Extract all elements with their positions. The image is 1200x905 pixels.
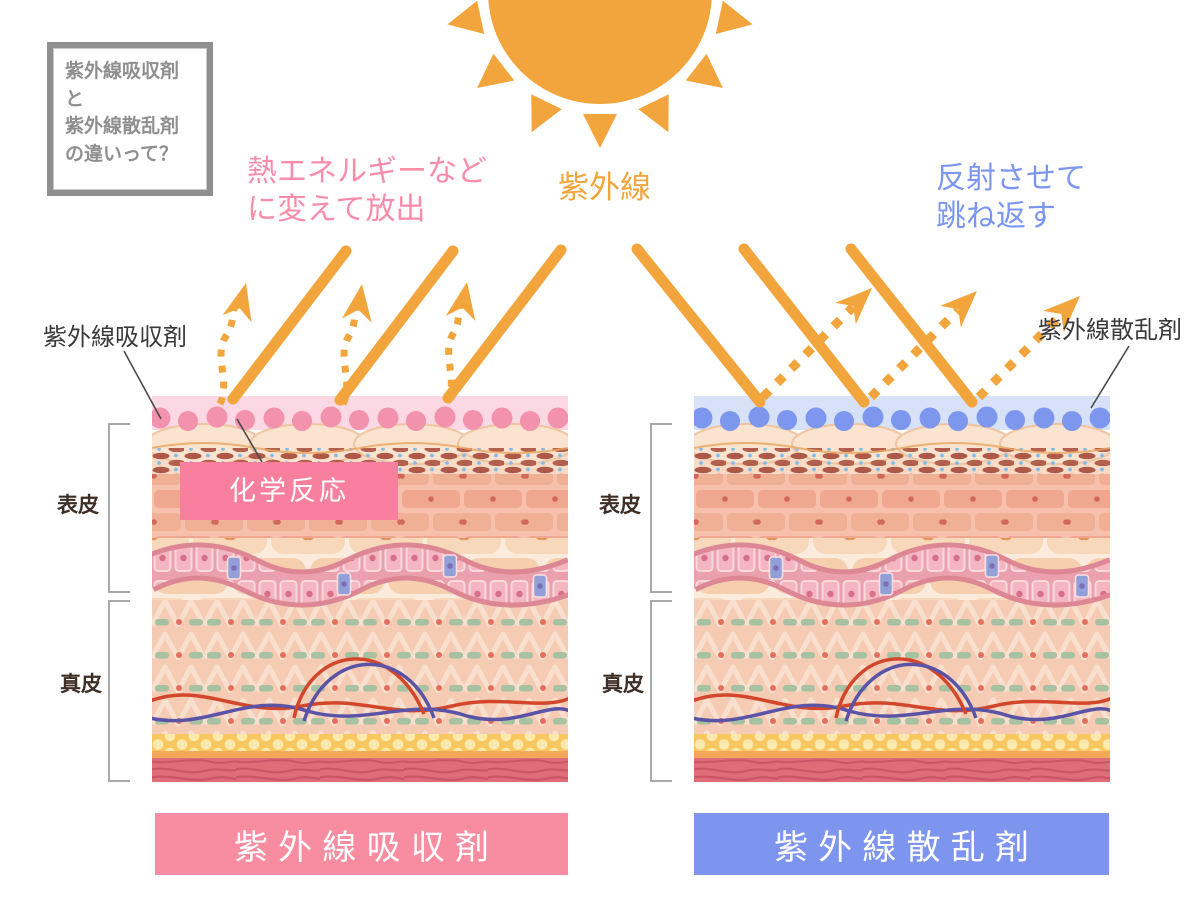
dermis-label-left: 真皮: [60, 673, 102, 696]
scatterer-callout-line: [1090, 345, 1130, 409]
basal-layer: [152, 542, 568, 608]
uv-scatterer-particles: [694, 406, 1110, 431]
chemical-reaction-box: 化学反応: [180, 462, 398, 520]
uv-rays-incoming-left: [227, 244, 567, 406]
epidermis-bracket-right: [650, 423, 672, 593]
uv-absorber-particles: [152, 406, 568, 431]
dermis-bracket-left: [108, 600, 130, 782]
uv-rays-incoming-right: [631, 243, 978, 408]
title-line-4: の違いって？: [65, 143, 179, 165]
muscle-layer: [694, 758, 1110, 782]
blood-vessels: [694, 657, 1110, 723]
absorber-callout-label: 紫外線吸収剤: [43, 324, 187, 351]
stratum-layer: [694, 474, 1110, 538]
dermis-bracket-right: [650, 600, 672, 782]
granule-wave-line: [694, 442, 1110, 454]
dermis-label-right: 真皮: [602, 673, 644, 696]
basal-layer: [694, 542, 1110, 608]
absorber-bottom-bar: 紫外線吸収剤: [155, 813, 568, 875]
skin-cross-section-absorber: [152, 396, 568, 782]
reflect-arrowheads: [834, 288, 1080, 333]
title-box: 紫外線吸収剤 と 紫外線散乱剤 の違いって？: [47, 42, 213, 196]
scatterer-bottom-bar: 紫外線散乱剤: [694, 813, 1109, 875]
muscle-layer: [152, 758, 568, 782]
heat-release-line-2: に変えて放出: [247, 193, 426, 227]
reflect-line-1: 反射させて: [936, 162, 1086, 195]
reflect-label: 反射させて 跳ね返す: [936, 160, 1086, 237]
granule-wave-line: [152, 442, 568, 454]
absorber-callout-line: [123, 350, 162, 420]
reflect-line-2: 跳ね返す: [936, 200, 1056, 234]
fascia-strip: [694, 751, 1110, 758]
fascia-strip: [152, 751, 568, 758]
skin-cross-section-scatterer: [694, 396, 1110, 782]
heat-release-line-1: 熱エネルギーなど: [247, 155, 487, 188]
title-line-3: 紫外線散乱剤: [65, 116, 180, 138]
scatterer-callout-label: 紫外線散乱剤: [1038, 317, 1182, 344]
melanocyte-cells: [226, 554, 548, 598]
heat-arrowheads: [222, 282, 476, 323]
epidermis-label-left: 表皮: [57, 494, 99, 517]
title-line-1: 紫外線吸収剤: [65, 61, 180, 82]
reflected-uv-arrows: [759, 288, 1080, 401]
fat-layer: [694, 734, 1110, 751]
epidermis-label-right: 表皮: [599, 494, 641, 517]
fat-layer: [152, 734, 568, 751]
sun-icon: [447, 0, 753, 148]
epidermis-bracket-left: [108, 423, 130, 593]
reaction-callout-line: [236, 418, 263, 463]
blood-vessels: [152, 657, 568, 723]
heat-release-label: 熱エネルギーなど に変えて放出: [247, 153, 487, 230]
uv-label: 紫外線: [558, 170, 651, 205]
melanocyte-cells: [768, 554, 1090, 598]
title-line-2: と: [65, 88, 85, 110]
